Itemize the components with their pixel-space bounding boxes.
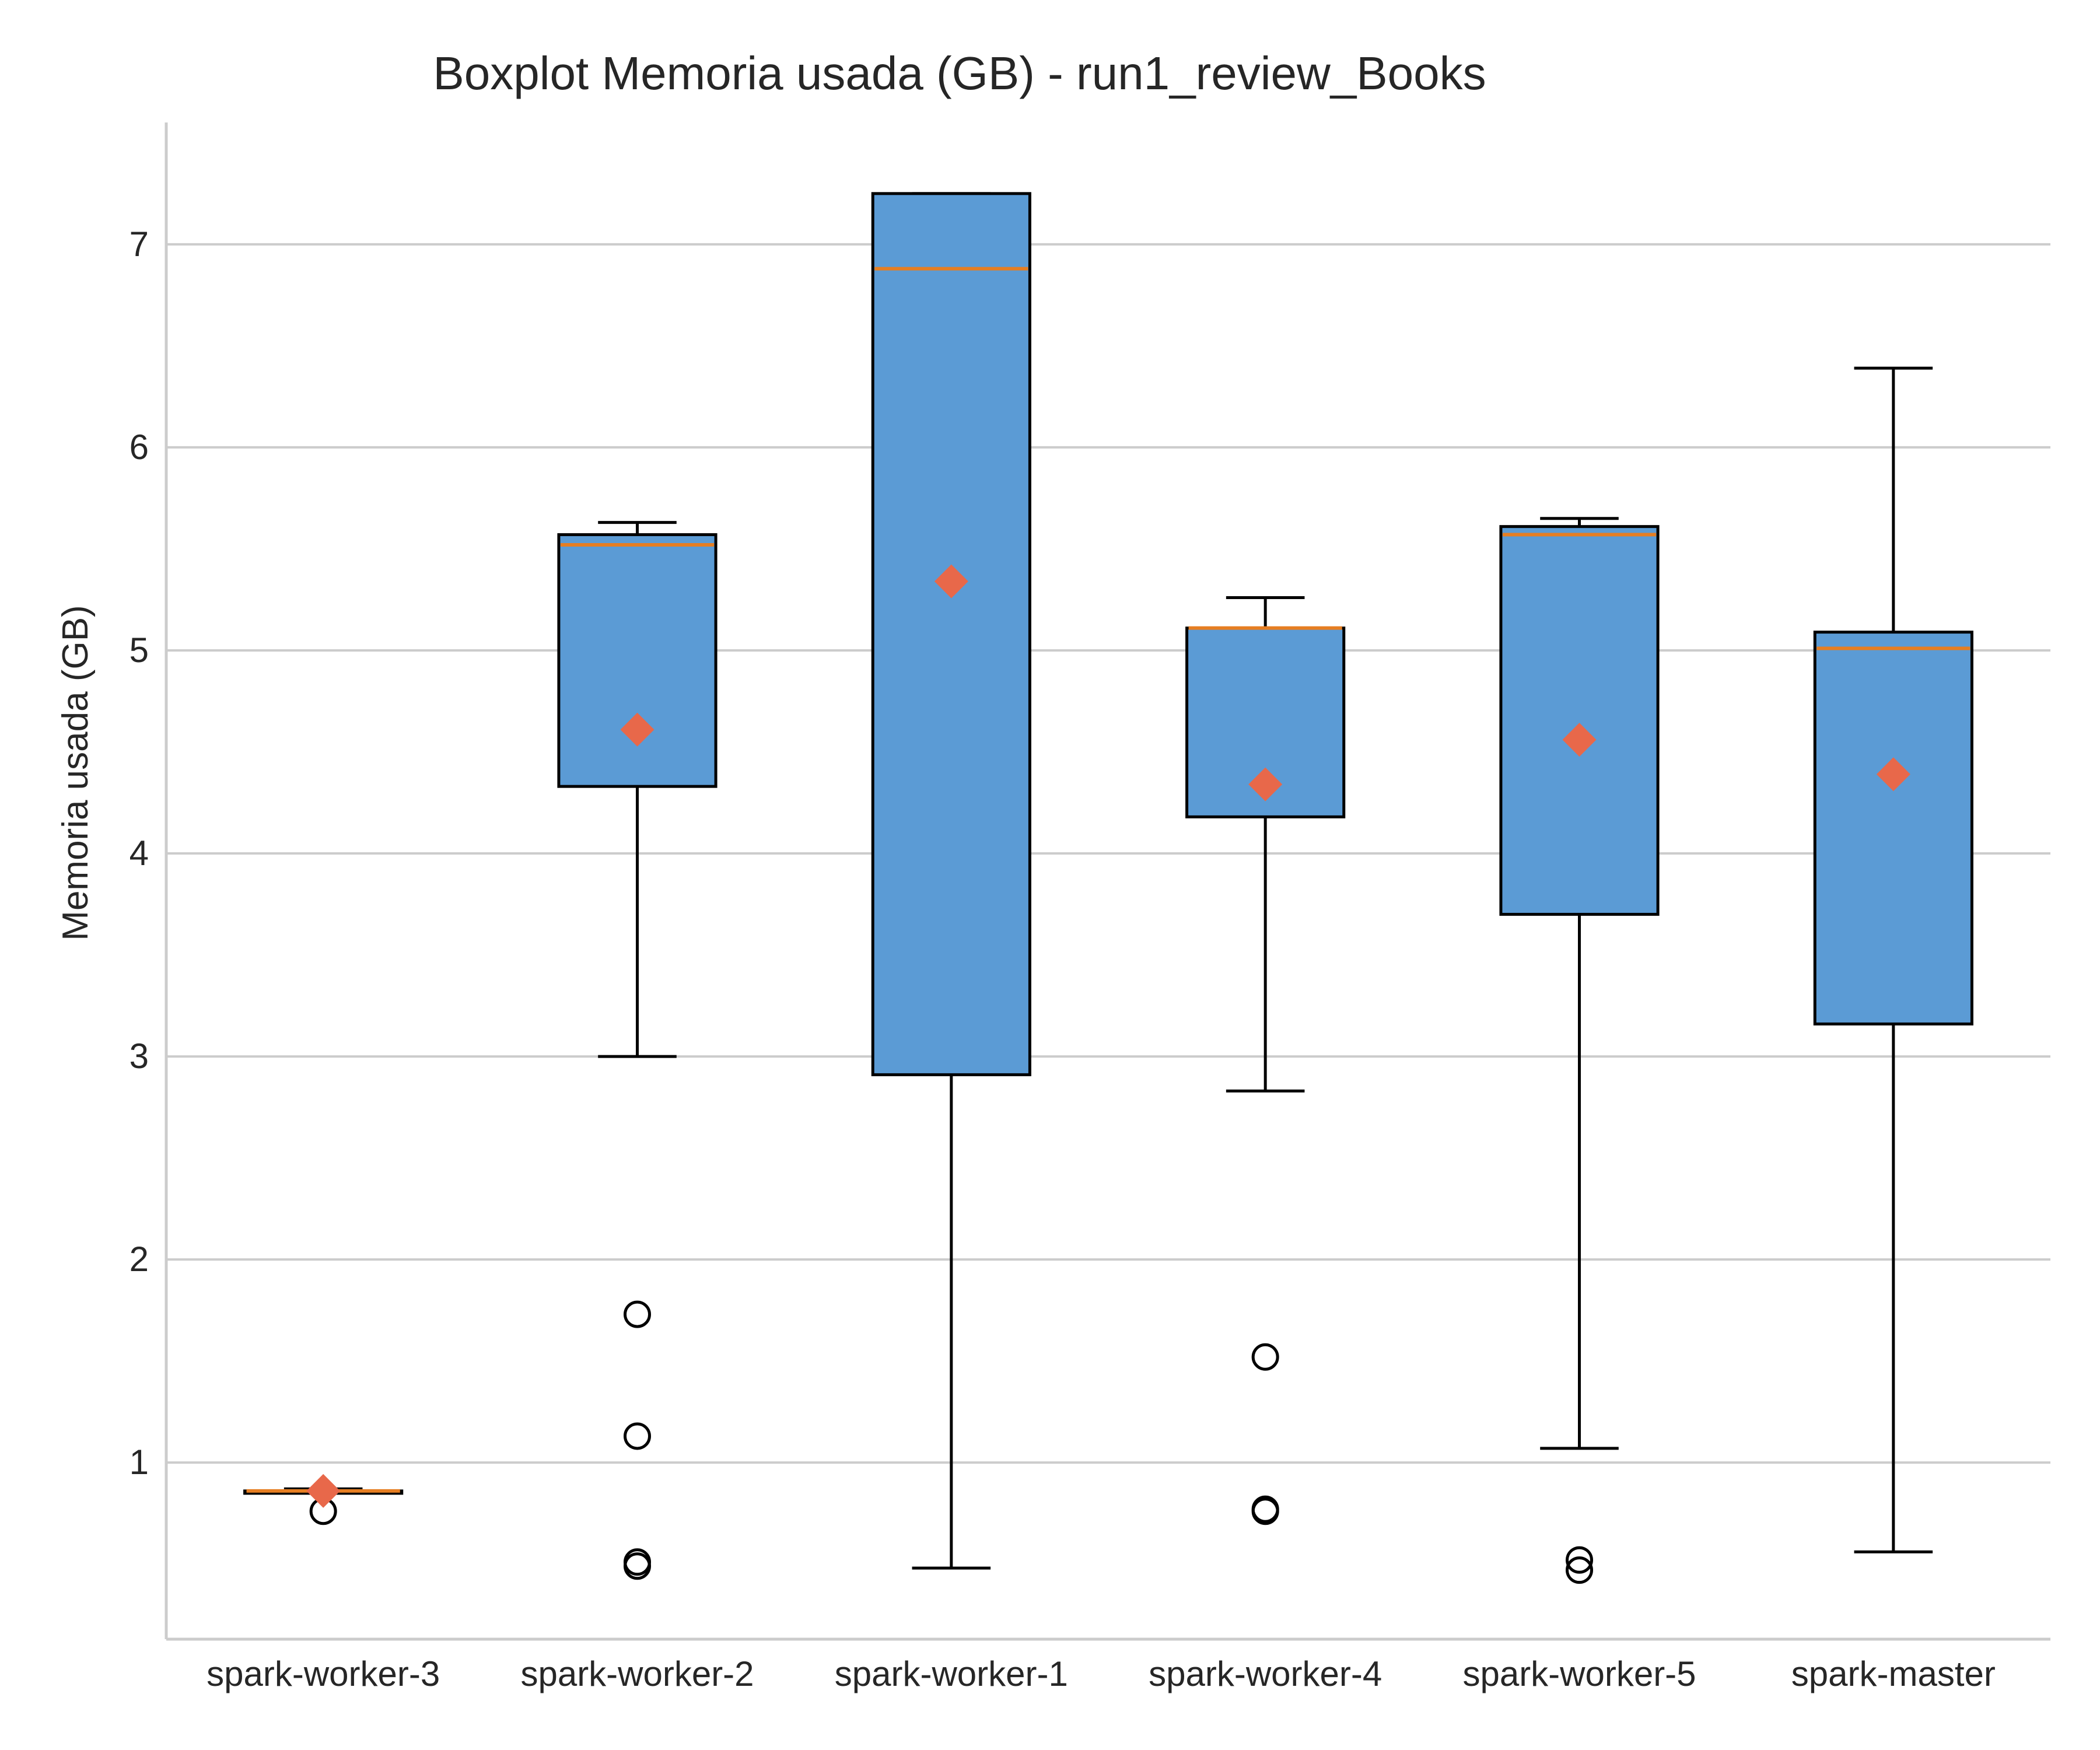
box-spark-worker-5 — [1499, 517, 1660, 1584]
x-tick-label: spark-worker-5 — [1462, 1654, 1696, 1693]
mean-marker — [306, 1474, 341, 1508]
boxes-layer — [243, 192, 1973, 1584]
grid-layer — [166, 243, 2050, 1464]
x-tick-label: spark-worker-3 — [206, 1654, 440, 1693]
y-tick-labels: 1 2 3 4 5 6 7 — [130, 225, 149, 1482]
mean-marker — [620, 712, 654, 747]
box-spark-master — [1813, 366, 1973, 1553]
outlier-point — [624, 1422, 651, 1450]
x-tick-label: spark-worker-2 — [520, 1654, 754, 1693]
box-spark-worker-2 — [557, 521, 718, 1580]
box-spark-worker-4 — [1185, 596, 1346, 1525]
x-tick-label: spark-worker-4 — [1149, 1654, 1382, 1693]
mean-marker — [1562, 723, 1597, 757]
outlier-point — [624, 1552, 651, 1580]
box-iqr — [557, 533, 718, 788]
box-iqr — [1813, 631, 1973, 1026]
outlier-point — [1251, 1343, 1279, 1371]
chart-title: Boxplot Memoria usada (GB) - run1_review… — [433, 47, 1486, 99]
mean-marker — [1248, 767, 1283, 802]
y-tick-label: 3 — [130, 1037, 149, 1076]
axes-layer — [164, 123, 2050, 1641]
box-iqr — [1499, 525, 1660, 916]
outlier-point — [1566, 1556, 1593, 1584]
y-tick-label: 4 — [130, 834, 149, 873]
box-spark-worker-3 — [243, 1474, 404, 1525]
x-tick-label: spark-master — [1791, 1654, 1996, 1693]
y-tick-label: 7 — [130, 225, 149, 264]
box-spark-worker-1 — [871, 192, 1031, 1570]
box-iqr — [871, 192, 1031, 1076]
outlier-point — [1251, 1497, 1279, 1525]
y-axis-label: Memoria usada (GB) — [55, 605, 96, 940]
y-tick-label: 2 — [130, 1240, 149, 1279]
outlier-point — [624, 1300, 651, 1328]
mean-marker — [934, 564, 968, 598]
x-tick-labels: spark-worker-3 spark-worker-2 spark-worker… — [206, 1654, 1996, 1693]
y-tick-label: 5 — [130, 631, 149, 670]
y-tick-label: 6 — [130, 428, 149, 467]
y-tick-label: 1 — [130, 1443, 149, 1482]
mean-marker — [1876, 757, 1910, 792]
x-tick-label: spark-worker-1 — [835, 1654, 1068, 1693]
outlier-point — [1566, 1546, 1593, 1574]
